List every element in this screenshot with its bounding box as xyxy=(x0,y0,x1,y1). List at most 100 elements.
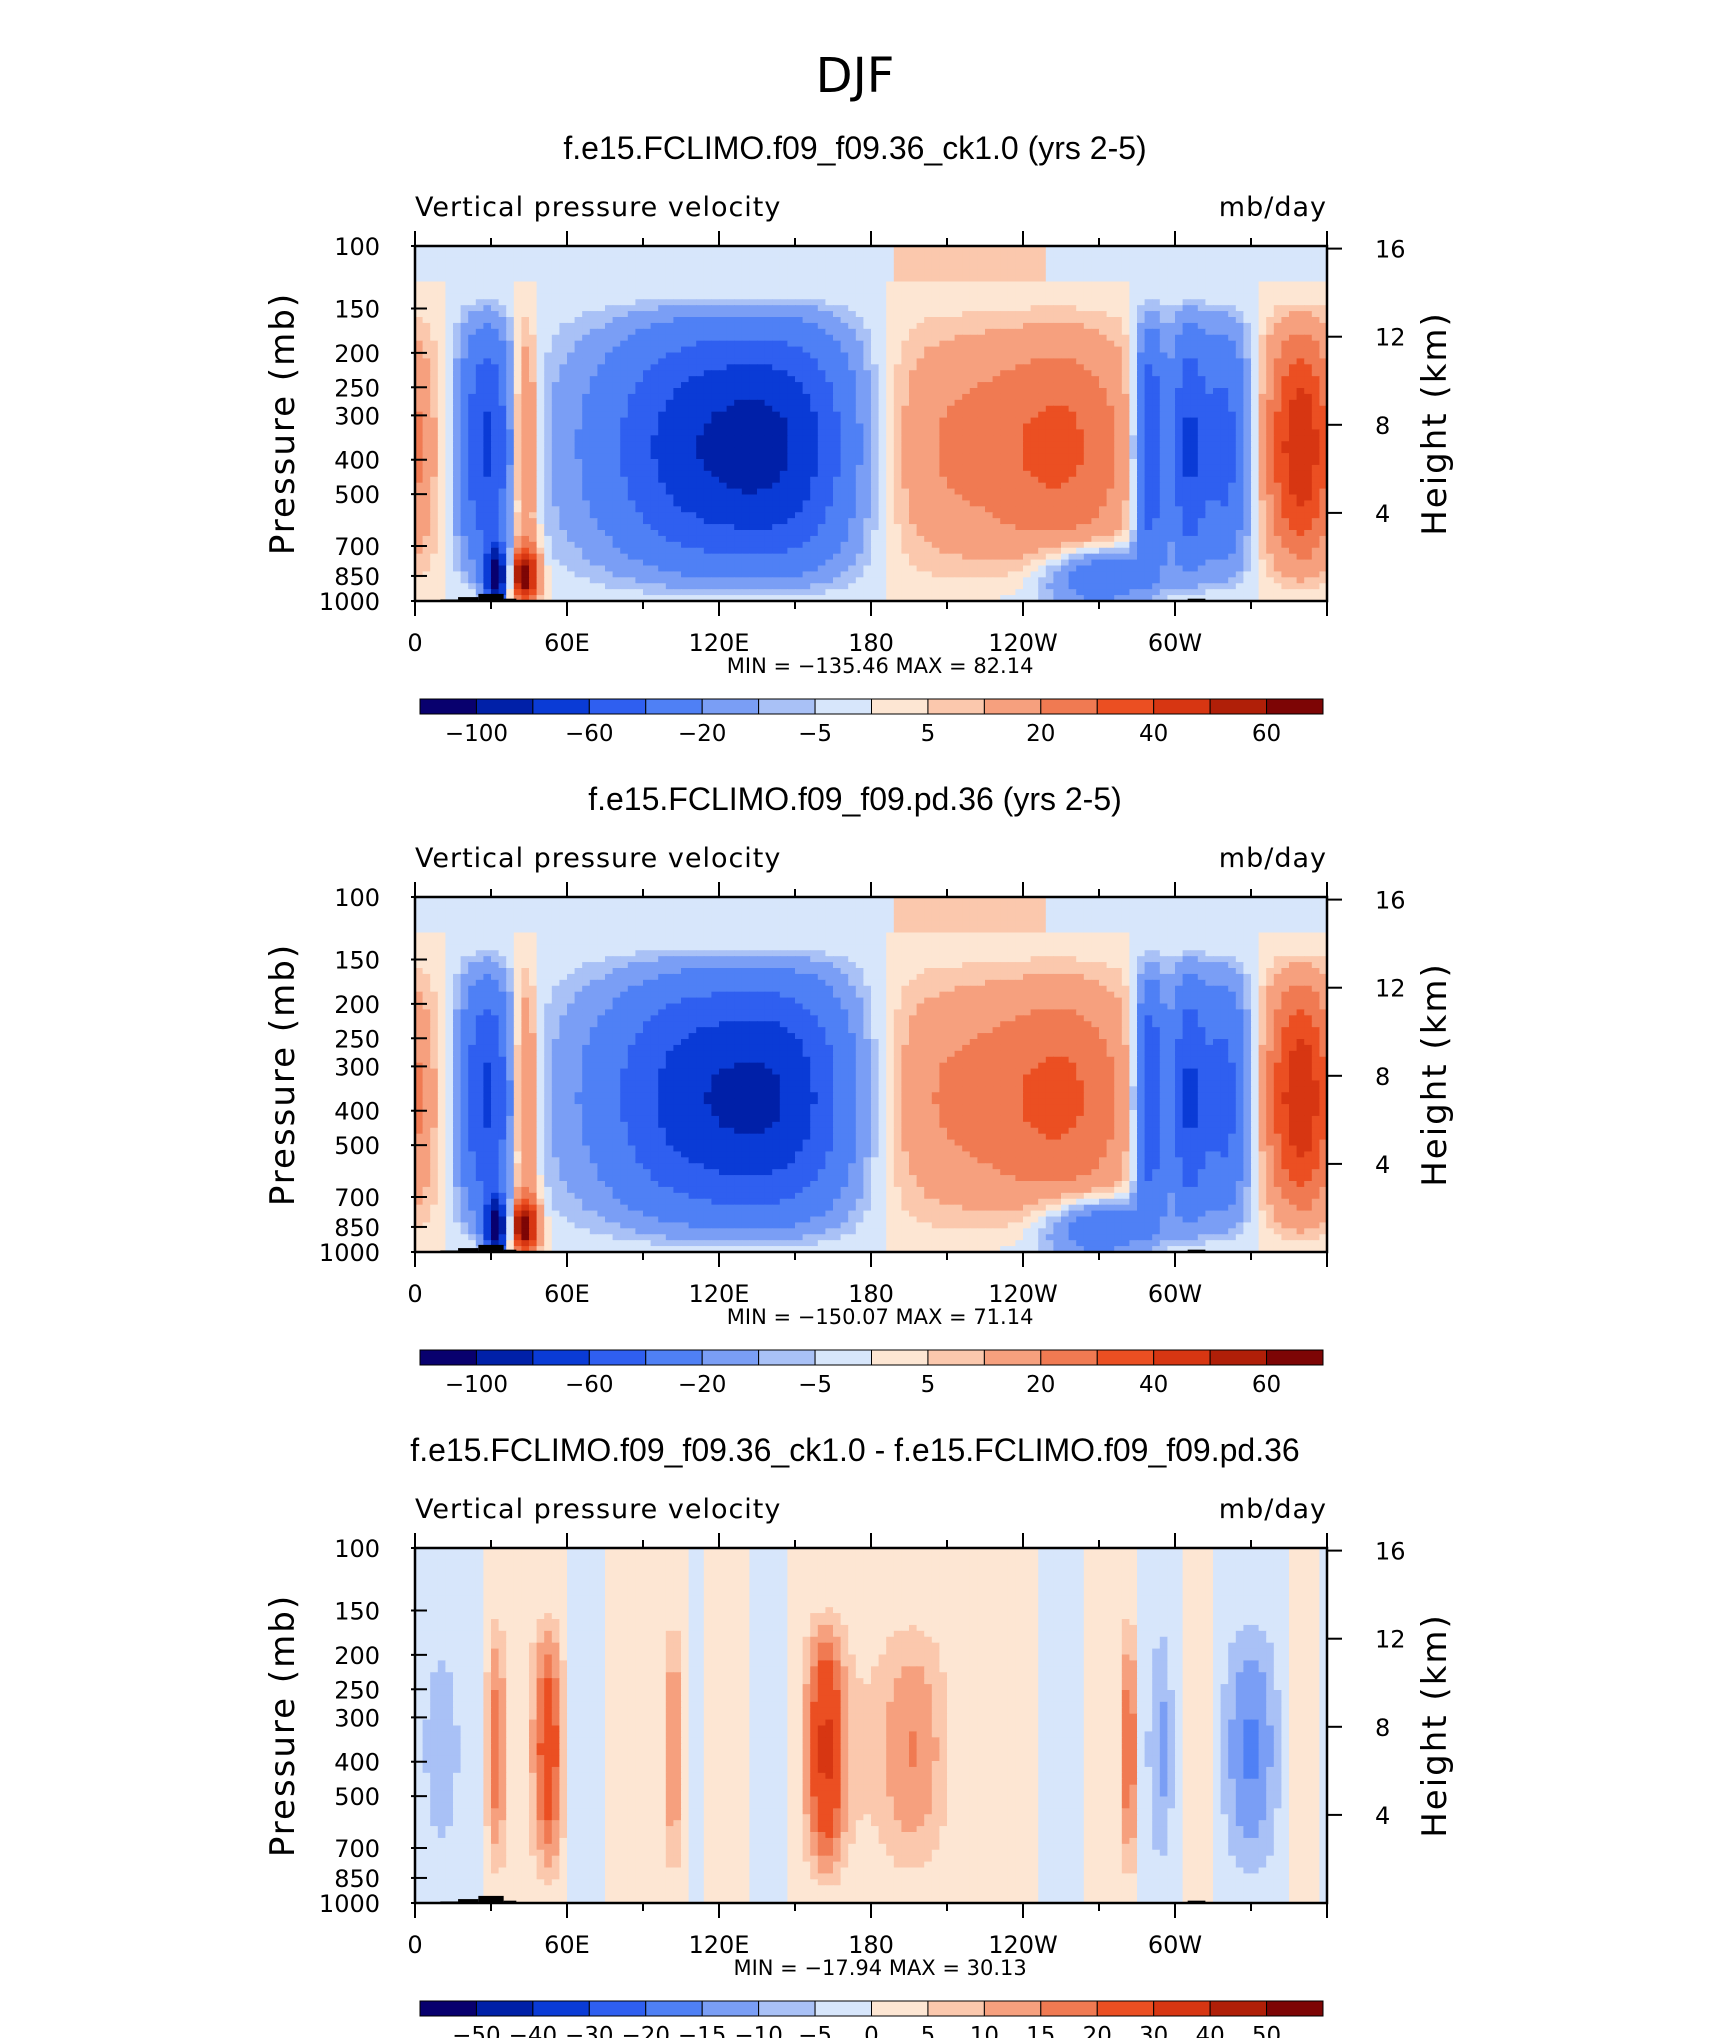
y-tick-label: 300 xyxy=(334,1704,380,1732)
colorbar-swatch xyxy=(589,1350,645,1365)
y-tick-label: 150 xyxy=(334,1598,380,1626)
colorbar-swatch xyxy=(1154,2001,1210,2016)
colorbar-swatch xyxy=(984,1350,1040,1365)
colorbar-swatch xyxy=(1267,699,1323,714)
colorbar-label: 0 xyxy=(864,2023,879,2038)
colorbar-swatch xyxy=(815,1350,871,1365)
colorbar-label: 5 xyxy=(921,2023,936,2038)
x-tick-label: 180 xyxy=(848,629,894,657)
x-tick-label: 60E xyxy=(544,1931,590,1959)
y-tick-label: 850 xyxy=(334,1865,380,1893)
panel-title: f.e15.FCLIMO.f09_f09.pd.36 (yrs 2-5) xyxy=(588,781,1122,817)
y-tick-label: 700 xyxy=(334,1835,380,1863)
colorbar-swatch xyxy=(589,2001,645,2016)
y-tick-label: 200 xyxy=(334,991,380,1019)
colorbar-label: 10 xyxy=(970,2023,999,2038)
colorbar-swatch xyxy=(1267,2001,1323,2016)
y-tick-label: 100 xyxy=(334,884,380,912)
colorbar-swatch xyxy=(815,2001,871,2016)
panels: f.e15.FCLIMO.f09_f09.36_ck1.0 (yrs 2-5) V… xyxy=(263,130,1455,2038)
colorbar-swatch xyxy=(646,2001,702,2016)
contour-field xyxy=(415,246,1328,602)
colorbar-label: 30 xyxy=(1139,2023,1168,2038)
colorbar-swatch xyxy=(420,2001,476,2016)
colorbar-swatch xyxy=(533,1350,589,1365)
colorbar-swatch xyxy=(815,699,871,714)
colorbar-label: −100 xyxy=(445,721,508,747)
right-tick-label: 4 xyxy=(1375,500,1390,528)
colorbar-label: −30 xyxy=(565,2023,614,2038)
colorbar-swatch xyxy=(1041,2001,1097,2016)
colorbar-swatch xyxy=(1210,2001,1266,2016)
x-tick-label: 120W xyxy=(988,629,1058,657)
colorbar-swatch xyxy=(872,2001,928,2016)
panel-2: f.e15.FCLIMO.f09_f09.pd.36 (yrs 2-5)Vert… xyxy=(263,781,1455,1398)
x-tick-label: 120E xyxy=(689,629,750,657)
colorbar-swatch xyxy=(759,2001,815,2016)
page-title: DJF xyxy=(816,48,895,104)
colorbar-swatch xyxy=(420,1350,476,1365)
y-tick-label: 400 xyxy=(334,1098,380,1126)
y-tick-label: 500 xyxy=(334,1132,380,1160)
x-tick-label: 120W xyxy=(988,1931,1058,1959)
panel-1: f.e15.FCLIMO.f09_f09.36_ck1.0 (yrs 2-5) V… xyxy=(263,130,1455,747)
colorbar-label: 60 xyxy=(1252,721,1281,747)
right-tick-label: 16 xyxy=(1375,236,1406,264)
colorbar-label: 20 xyxy=(1026,721,1055,747)
y-tick-label: 1000 xyxy=(319,1890,380,1918)
panel-title: f.e15.FCLIMO.f09_f09.36_ck1.0 (yrs 2-5) xyxy=(563,130,1146,166)
colorbar-label: −60 xyxy=(565,721,614,747)
colorbar-swatch xyxy=(533,699,589,714)
colorbar-label: −60 xyxy=(565,1372,614,1398)
units-label: mb/day xyxy=(1219,192,1327,223)
right-tick-label: 8 xyxy=(1375,1714,1390,1742)
colorbar-label: −100 xyxy=(445,1372,508,1398)
colorbar-label: 15 xyxy=(1026,2023,1055,2038)
colorbar-swatch xyxy=(476,1350,532,1365)
variable-label: Vertical pressure velocity xyxy=(415,192,781,223)
colorbar-swatch xyxy=(702,699,758,714)
colorbar-swatch xyxy=(589,699,645,714)
y-tick-label: 400 xyxy=(334,447,380,475)
colorbar-label: 20 xyxy=(1026,1372,1055,1398)
x-tick-label: 60E xyxy=(544,1280,590,1308)
colorbar-swatch xyxy=(646,699,702,714)
y-tick-label: 100 xyxy=(334,233,380,261)
colorbar-label: 60 xyxy=(1252,1372,1281,1398)
y-tick-label: 250 xyxy=(334,374,380,402)
colorbar-label: 5 xyxy=(921,721,936,747)
colorbar-label: −5 xyxy=(798,1372,832,1398)
y-tick-label: 850 xyxy=(334,563,380,591)
colorbar-swatch xyxy=(1210,1350,1266,1365)
x-tick-label: 180 xyxy=(848,1931,894,1959)
colorbar-label: −5 xyxy=(798,721,832,747)
y-axis-title: Pressure (mb) xyxy=(263,943,303,1206)
right-tick-label: 4 xyxy=(1375,1151,1390,1179)
y-tick-label: 1000 xyxy=(319,588,380,616)
colorbar-label: −20 xyxy=(621,2023,670,2038)
colorbar-swatch xyxy=(702,1350,758,1365)
colorbar-swatch xyxy=(1267,1350,1323,1365)
right-tick-label: 8 xyxy=(1375,1063,1390,1091)
x-tick-label: 0 xyxy=(407,1931,422,1959)
y-tick-label: 700 xyxy=(334,533,380,561)
right-axis-title: Height (km) xyxy=(1415,1613,1455,1838)
colorbar-swatch xyxy=(1097,699,1153,714)
x-tick-label: 0 xyxy=(407,1280,422,1308)
y-axis-title: Pressure (mb) xyxy=(263,292,303,555)
colorbar-swatch xyxy=(1041,1350,1097,1365)
colorbar-label: −10 xyxy=(734,2023,783,2038)
colorbar: −100 −60 −20 −5 5 20 40 60 xyxy=(420,699,1323,747)
colorbar-swatch xyxy=(759,699,815,714)
min-max-label: MIN = −17.94 MAX = 30.13 xyxy=(733,1956,1026,1980)
colorbar-label: −5 xyxy=(798,2023,832,2038)
y-tick-label: 150 xyxy=(334,947,380,975)
colorbar-label: −15 xyxy=(678,2023,727,2038)
colorbar-swatch xyxy=(533,2001,589,2016)
right-tick-label: 4 xyxy=(1375,1802,1390,1830)
y-tick-label: 500 xyxy=(334,481,380,509)
